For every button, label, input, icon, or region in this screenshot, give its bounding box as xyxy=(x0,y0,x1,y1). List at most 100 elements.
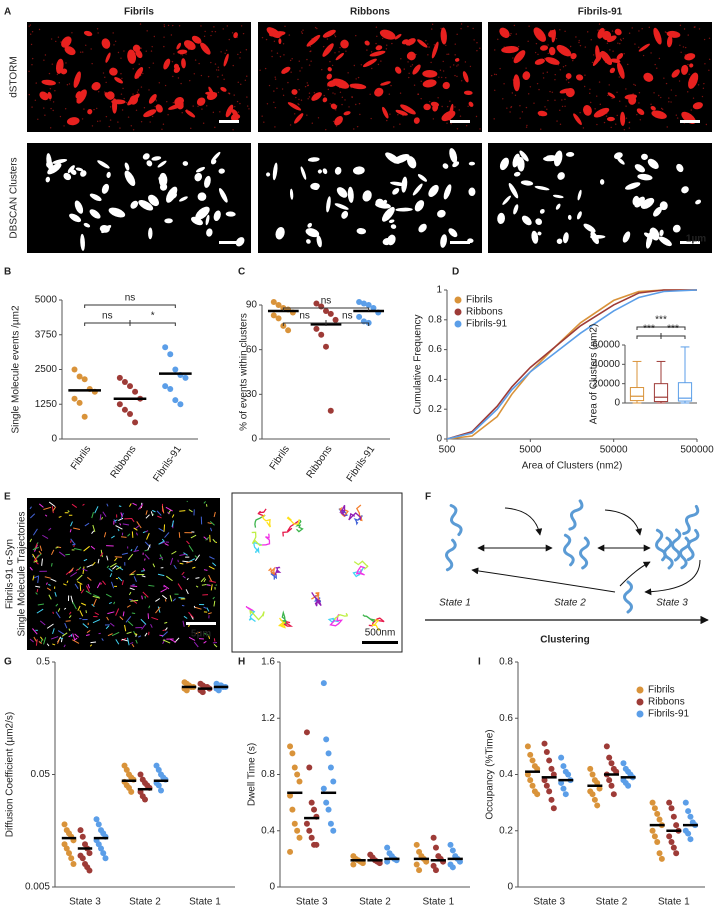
state-label: State 3 xyxy=(656,598,688,609)
speckle xyxy=(708,69,710,72)
speckle xyxy=(590,101,592,104)
trajectory-trace xyxy=(109,562,117,568)
significance-label: ns xyxy=(125,293,136,304)
speckle xyxy=(456,33,458,36)
data-point xyxy=(666,799,673,806)
speckle xyxy=(376,35,378,38)
trajectory-trace xyxy=(130,573,135,576)
y-tick-label: 0 xyxy=(269,882,275,893)
cluster xyxy=(617,157,625,165)
significance-bracket xyxy=(282,320,370,326)
cluster xyxy=(406,156,417,169)
legend-swatch xyxy=(454,296,462,304)
speckle xyxy=(203,35,206,37)
cluster xyxy=(66,117,80,126)
speckle xyxy=(575,36,577,38)
speckle xyxy=(49,127,52,129)
trajectory-trace xyxy=(63,583,67,586)
box xyxy=(677,382,693,402)
trajectory-trace xyxy=(76,574,83,581)
data-point xyxy=(687,836,694,843)
data-point xyxy=(670,813,677,820)
speckle xyxy=(456,128,459,130)
speckle xyxy=(666,126,668,128)
trajectory-trace xyxy=(117,576,123,582)
cluster xyxy=(306,34,321,47)
data-point xyxy=(654,810,661,817)
speckle xyxy=(535,42,538,45)
speckle xyxy=(612,50,614,52)
cluster xyxy=(617,62,625,79)
speckle xyxy=(638,102,640,104)
cluster xyxy=(362,58,377,68)
data-point xyxy=(296,834,303,841)
data-point xyxy=(102,855,109,862)
trajectory-trace xyxy=(144,632,148,637)
cluster xyxy=(401,39,409,45)
speckle xyxy=(525,106,528,109)
speckle xyxy=(465,125,468,127)
cluster xyxy=(87,109,93,115)
trajectory-trace xyxy=(181,571,185,576)
speckle xyxy=(704,63,706,65)
speckle xyxy=(181,54,184,56)
x-tick-label: 5000 xyxy=(519,445,542,456)
cluster xyxy=(369,50,386,57)
data-point xyxy=(384,844,391,851)
speckle xyxy=(85,44,87,46)
trajectory-trace xyxy=(35,639,38,646)
speckle xyxy=(163,45,165,48)
y-tick-label: 20000 xyxy=(592,378,620,389)
speckle xyxy=(288,34,291,36)
y-tick-label: 3750 xyxy=(35,329,58,340)
cluster xyxy=(537,110,548,117)
cluster xyxy=(513,204,519,215)
speckle xyxy=(335,125,338,127)
speckle xyxy=(708,58,711,61)
speckle xyxy=(225,49,228,52)
speckle xyxy=(479,128,481,130)
data-point xyxy=(303,729,310,736)
data-point xyxy=(541,740,548,747)
trajectory-trace xyxy=(203,578,207,583)
speckle xyxy=(675,114,678,116)
data-point xyxy=(360,300,367,307)
speckle xyxy=(420,97,422,100)
cluster xyxy=(266,27,281,39)
speckle xyxy=(510,32,512,35)
data-point xyxy=(81,376,88,383)
trajectory-trace xyxy=(130,599,139,602)
data-point xyxy=(550,771,557,778)
speckle xyxy=(512,57,514,59)
cluster xyxy=(422,69,438,78)
cluster xyxy=(101,38,111,49)
cluster xyxy=(394,66,402,74)
trajectory-trace xyxy=(126,604,131,608)
data-point xyxy=(172,397,179,404)
cluster xyxy=(567,214,572,220)
speckle xyxy=(59,115,62,118)
trajectory-trace xyxy=(44,514,48,517)
data-point xyxy=(86,867,93,874)
trajectory-trace xyxy=(39,636,44,641)
data-point xyxy=(606,777,613,784)
cluster xyxy=(179,196,188,202)
y-tick-label: 0 xyxy=(51,434,57,445)
trajectory-trace xyxy=(148,605,151,609)
trajectory-trace xyxy=(43,637,47,645)
trajectory-trace xyxy=(57,638,61,644)
speckle xyxy=(103,91,106,93)
speckle xyxy=(306,82,308,84)
data-point xyxy=(413,861,420,868)
speckle xyxy=(105,115,108,118)
cluster xyxy=(235,237,245,247)
speckle xyxy=(589,92,591,95)
cluster xyxy=(362,195,369,201)
speckle xyxy=(584,74,586,76)
trajectory-trace xyxy=(44,576,51,579)
cluster xyxy=(109,67,118,76)
cluster xyxy=(374,87,384,97)
cluster xyxy=(46,153,52,170)
data-point xyxy=(673,822,680,829)
trajectory-trace xyxy=(118,517,124,522)
